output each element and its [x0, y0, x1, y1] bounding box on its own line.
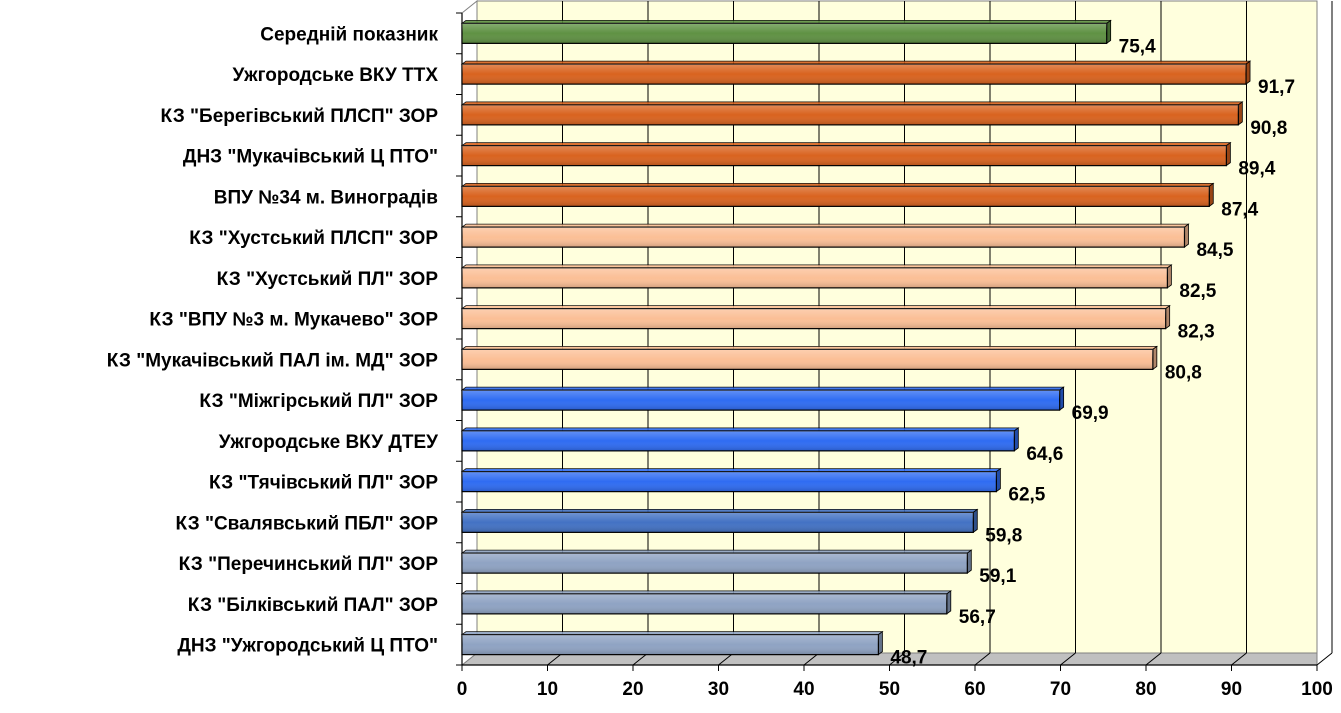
bar-shade: [462, 593, 947, 614]
data-label: 91,7: [1258, 77, 1295, 98]
data-label: 69,9: [1072, 403, 1109, 424]
x-tick-label: 0: [457, 679, 468, 700]
category-label: КЗ "ВПУ №3 м. Мукачево" ЗОР: [149, 310, 438, 331]
gridline-floor: [1316, 652, 1333, 666]
labels-group: 0 10 20 30 40 50 60 70 80 90 100 75,4 Середній показ…: [107, 24, 1333, 700]
category-label: ВПУ №34 м. Виноградів: [214, 187, 438, 208]
gridline-floor: [889, 652, 905, 666]
category-label: КЗ "Мукачівський ПАЛ ім. МД" ЗОР: [107, 350, 439, 371]
gridline-floor: [974, 652, 991, 666]
bar-shade: [462, 64, 1247, 85]
data-label: 62,5: [1008, 485, 1045, 506]
bar-shade: [462, 512, 974, 533]
gridline-floor: [1145, 652, 1162, 666]
bar-shade: [462, 186, 1210, 207]
bar-side: [1106, 19, 1112, 45]
category-label: КЗ "Хустський ПЛ" ЗОР: [217, 269, 439, 290]
gridline-floor: [1231, 652, 1247, 666]
data-label: 80,8: [1165, 362, 1202, 383]
bars-group: [460, 19, 1252, 656]
data-label: 59,8: [985, 525, 1022, 546]
data-label: 82,3: [1178, 322, 1215, 343]
data-label: 87,4: [1221, 199, 1258, 220]
bar-side: [1245, 60, 1251, 85]
bar-shade: [462, 553, 968, 574]
bar-shade: [462, 227, 1185, 248]
bar-shade: [462, 430, 1015, 451]
x-tick-label: 30: [708, 679, 729, 700]
category-label: Ужгородське ВКУ ДТЕУ: [219, 432, 438, 453]
x-tick-label: 80: [1135, 679, 1156, 700]
data-label: 75,4: [1119, 36, 1156, 57]
category-label: КЗ "Міжгірський ПЛ" ЗОР: [199, 391, 438, 412]
data-label: 59,1: [979, 566, 1016, 587]
bar-shade: [462, 308, 1166, 329]
bar-shade: [462, 145, 1227, 166]
bar-shade: [462, 471, 997, 492]
x-tick-label: 50: [879, 679, 900, 700]
category-label: Середній показник: [260, 24, 438, 45]
x-tick-label: 40: [793, 679, 814, 700]
data-label: 56,7: [959, 607, 996, 628]
data-label: 90,8: [1250, 118, 1287, 139]
bar-shade: [462, 267, 1168, 288]
data-label: 89,4: [1238, 159, 1275, 180]
category-label: КЗ "Тячівський ПЛ" ЗОР: [209, 473, 438, 494]
data-label: 84,5: [1196, 240, 1233, 261]
category-label: Ужгородське ВКУ ТТХ: [233, 65, 439, 86]
category-label: КЗ "Хустський ПЛСП" ЗОР: [189, 228, 438, 249]
bar-shade: [462, 104, 1239, 125]
bar-shade: [462, 349, 1153, 370]
category-label: ДНЗ "Ужгородський Ц ПТО": [177, 636, 438, 657]
category-label: КЗ "Перечинський ПЛ" ЗОР: [179, 554, 439, 575]
x-tick-label: 60: [964, 679, 985, 700]
bar-shade: [462, 634, 879, 655]
bar-shade: [462, 390, 1060, 411]
category-label: КЗ "Свалявський ПБЛ" ЗОР: [175, 513, 438, 534]
x-tick-label: 70: [1050, 679, 1071, 700]
data-label: 82,5: [1179, 281, 1216, 302]
x-tick-label: 90: [1221, 679, 1242, 700]
data-label: 64,6: [1026, 444, 1063, 465]
category-label: ДНЗ "Мукачівський Ц ПТО": [183, 147, 438, 168]
gridline-floor: [1060, 652, 1076, 666]
data-label: 48,7: [890, 648, 927, 669]
x-tick-label: 10: [537, 679, 558, 700]
category-label: КЗ "Білківський ПАЛ" ЗОР: [188, 595, 439, 616]
bar-shade: [462, 23, 1107, 44]
x-tick-label: 100: [1301, 679, 1333, 700]
category-label: КЗ "Берегівський ПЛСП" ЗОР: [161, 106, 439, 127]
x-tick-label: 20: [622, 679, 643, 700]
